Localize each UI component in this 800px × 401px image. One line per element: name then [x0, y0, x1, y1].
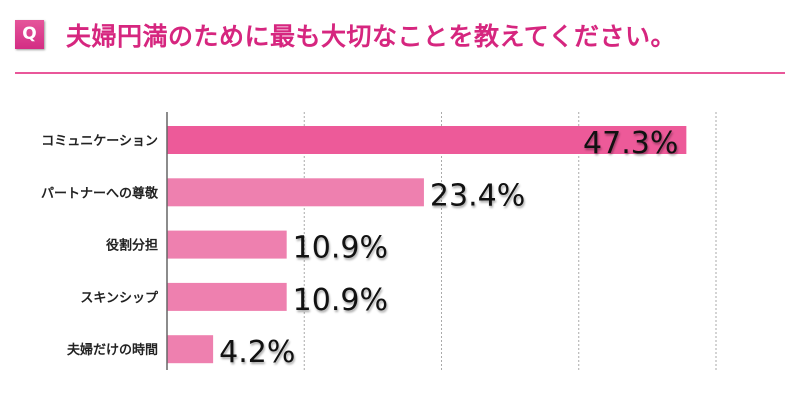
data-label: 23.4% [430, 178, 525, 213]
category-label: 役割分担 [106, 238, 158, 254]
data-label: 10.9% [293, 283, 388, 318]
page-title: 夫婦円満のために最も大切なことを教えてください。 [66, 22, 677, 51]
title-divider [15, 72, 785, 74]
data-label: 10.9% [293, 231, 388, 266]
bar [167, 335, 214, 364]
category-label: パートナーへの尊敬 [41, 185, 159, 201]
category-label: スキンシップ [80, 291, 159, 306]
category-label: コミュニケーション [41, 134, 158, 149]
bar [167, 178, 424, 207]
question-badge: Q [15, 20, 44, 49]
data-label: 4.2% [219, 335, 295, 370]
category-label: 夫婦だけの時間 [67, 342, 158, 358]
data-label: 47.3% [583, 126, 678, 161]
bar [167, 282, 287, 311]
bar [167, 126, 687, 154]
bar [167, 230, 287, 259]
